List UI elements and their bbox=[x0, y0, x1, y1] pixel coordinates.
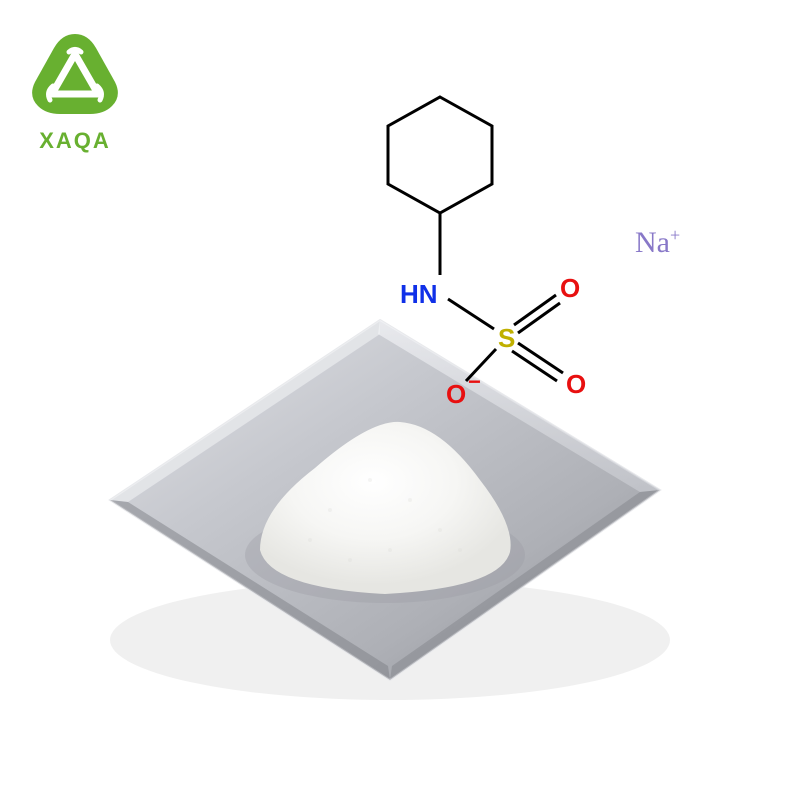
brand-logo: XAQA bbox=[30, 30, 120, 154]
charge-minus: − bbox=[468, 369, 481, 394]
atom-o: O bbox=[566, 369, 586, 399]
sodium-symbol: Na bbox=[635, 226, 670, 259]
atom-hn: HN bbox=[400, 279, 438, 309]
bond-n-s bbox=[448, 299, 494, 329]
logo-outer-shape bbox=[32, 34, 118, 114]
chemical-structure-diagram: HN S O O O − bbox=[280, 85, 680, 405]
logo-text: XAQA bbox=[39, 128, 111, 154]
sodium-charge: + bbox=[670, 225, 680, 245]
sodium-ion-label: Na+ bbox=[635, 225, 680, 260]
logo-vertex-arc bbox=[69, 50, 81, 53]
atom-s: S bbox=[498, 323, 515, 353]
logo-triangle-icon bbox=[30, 30, 120, 120]
atom-o: O bbox=[560, 273, 580, 303]
cyclohexane-ring bbox=[388, 97, 492, 213]
atom-o-minus: O bbox=[446, 379, 466, 409]
